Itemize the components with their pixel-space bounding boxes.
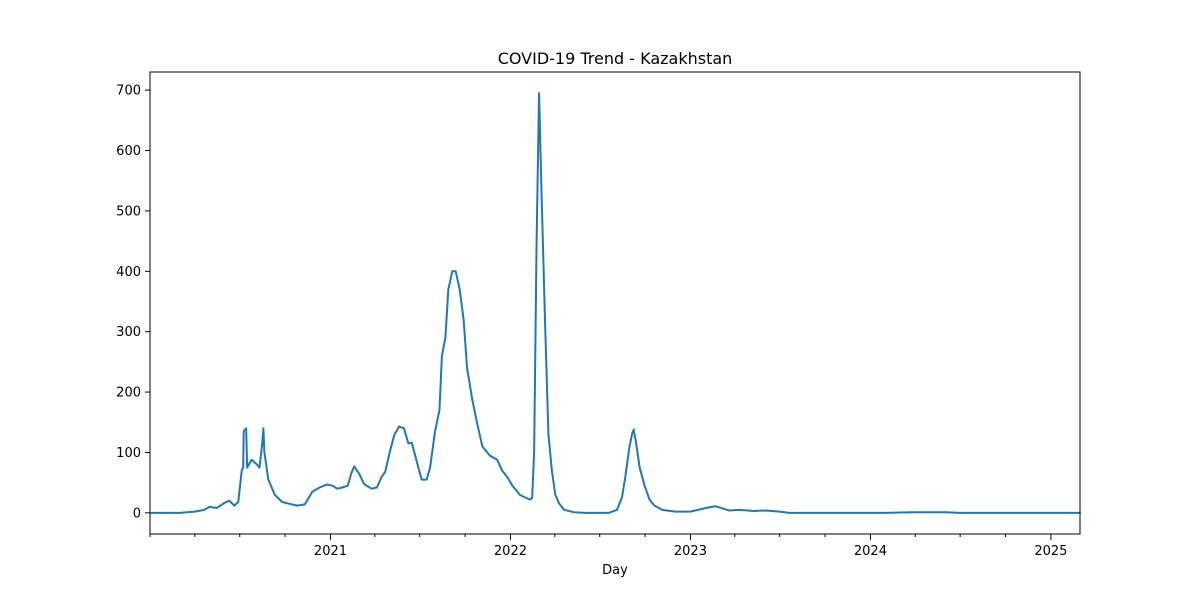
chart-title: COVID-19 Trend - Kazakhstan (498, 49, 733, 68)
x-tick-label: 2021 (314, 544, 347, 559)
y-tick-label: 500 (116, 204, 141, 219)
y-tick-label: 100 (116, 446, 141, 461)
y-tick-label: 300 (116, 325, 141, 340)
y-tick-label: 200 (116, 386, 141, 401)
x-axis-label: Day (602, 563, 628, 578)
y-axis: 0 100 200 300 400 500 600 700 (116, 84, 150, 521)
x-tick-label: 2024 (854, 544, 887, 559)
series-layer (149, 92, 1081, 514)
plot-frame (149, 71, 1081, 535)
y-tick-label: 700 (116, 84, 141, 99)
y-tick-label: 600 (116, 144, 141, 159)
x-tick-label: 2022 (494, 544, 527, 559)
x-tick-label: 2023 (674, 544, 707, 559)
y-tick-label: 0 (133, 506, 141, 521)
x-axis: 2021 2022 2023 2024 2025 (149, 534, 1067, 559)
series-line (149, 92, 1081, 514)
y-tick-label: 400 (116, 265, 141, 280)
x-tick-label: 2025 (1034, 544, 1067, 559)
